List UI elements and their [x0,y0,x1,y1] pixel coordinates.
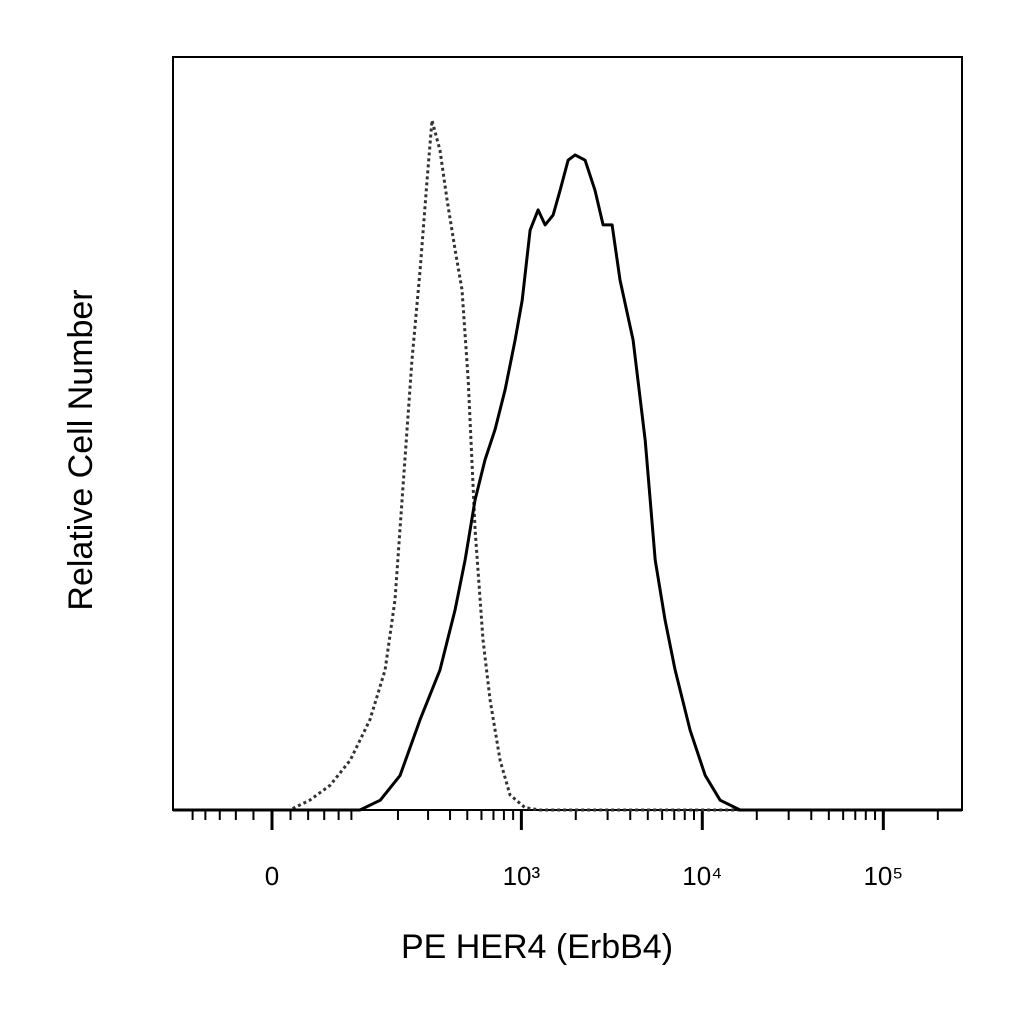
x-tick-label: 0 [265,861,279,891]
y-axis-title: Relative Cell Number [62,289,100,610]
histogram-line [173,153,962,812]
x-tick-label: 10⁴ [682,861,722,891]
histogram-line [173,118,962,812]
x-axis-title: PE HER4 (ErbB4) [401,928,673,966]
x-tick-label: 10³ [503,861,541,891]
plot-frame [172,56,963,811]
x-tick-label: 10⁵ [863,861,903,891]
